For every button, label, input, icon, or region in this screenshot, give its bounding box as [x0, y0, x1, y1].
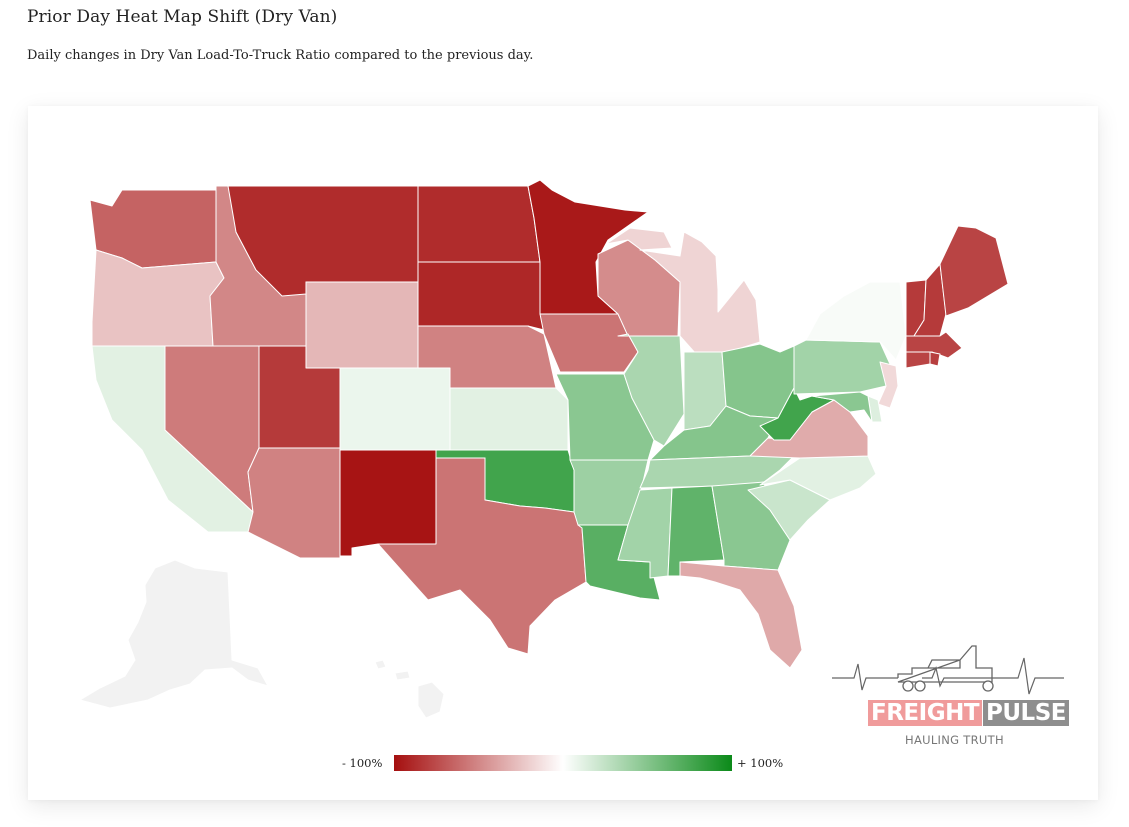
state-NJ[interactable] — [877, 361, 899, 409]
state-PA[interactable] — [793, 339, 891, 395]
state-FL[interactable] — [679, 561, 803, 669]
state-KS[interactable] — [449, 387, 569, 451]
state-MN[interactable] — [527, 179, 649, 315]
state-ND[interactable] — [417, 185, 541, 263]
state-MD[interactable] — [811, 391, 873, 423]
logo-word-pulse: PULSE — [983, 700, 1069, 726]
state-CT[interactable] — [905, 351, 931, 369]
page-subtitle: Daily changes in Dry Van Load-To-Truck R… — [27, 48, 534, 63]
legend-min-label: - 100% — [342, 756, 383, 770]
legend-color-bar — [394, 755, 732, 771]
page-title: Prior Day Heat Map Shift (Dry Van) — [27, 7, 338, 27]
state-ME[interactable] — [939, 225, 1009, 317]
state-NY[interactable] — [805, 281, 907, 361]
logo-wordmark: FREIGHT PULSE — [868, 698, 1069, 728]
freight-pulse-logo: FREIGHT PULSE HAULING TRUTH — [832, 638, 1069, 750]
legend-max-label: + 100% — [737, 756, 784, 770]
state-AZ[interactable] — [247, 447, 341, 559]
state-AK[interactable] — [79, 559, 269, 709]
state-CO[interactable] — [339, 367, 451, 451]
state-NM[interactable] — [339, 449, 437, 557]
state-SD[interactable] — [417, 261, 545, 331]
logo-tagline: HAULING TRUTH — [905, 733, 1004, 747]
state-OH[interactable] — [721, 343, 795, 419]
state-TX[interactable] — [377, 457, 587, 655]
state-MI[interactable] — [605, 227, 761, 355]
heartbeat-truck-icon — [832, 645, 1064, 695]
state-IL[interactable] — [617, 333, 685, 447]
logo-word-freight: FREIGHT — [868, 700, 983, 726]
state-RI[interactable] — [929, 351, 941, 367]
state-HI[interactable] — [374, 659, 445, 719]
state-WY[interactable] — [305, 281, 419, 369]
